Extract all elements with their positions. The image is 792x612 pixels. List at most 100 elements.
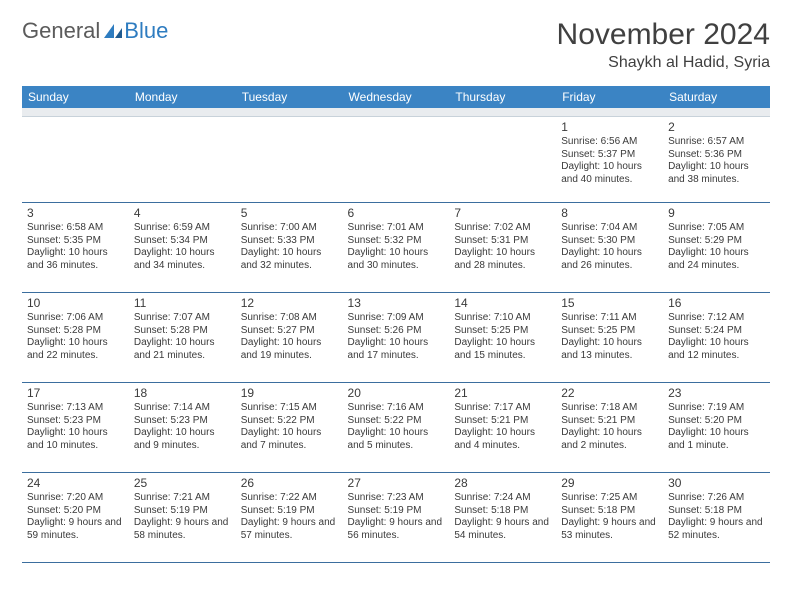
daylight-line: Daylight: 10 hours and 36 minutes. (27, 247, 124, 273)
sunrise-line: Sunrise: 7:20 AM (27, 492, 124, 505)
daylight-line: Daylight: 10 hours and 12 minutes. (668, 337, 765, 363)
calendar-week-row: 3Sunrise: 6:58 AMSunset: 5:35 PMDaylight… (22, 202, 770, 292)
day-header: Thursday (449, 86, 556, 108)
sunrise-line: Sunrise: 7:16 AM (348, 402, 445, 415)
daylight-line: Daylight: 10 hours and 40 minutes. (561, 161, 658, 187)
daylight-line: Daylight: 10 hours and 34 minutes. (134, 247, 231, 273)
calendar-day-cell: 9Sunrise: 7:05 AMSunset: 5:29 PMDaylight… (663, 202, 770, 292)
sunrise-line: Sunrise: 7:05 AM (668, 222, 765, 235)
daylight-line: Daylight: 10 hours and 15 minutes. (454, 337, 551, 363)
day-number: 16 (668, 296, 765, 311)
sunrise-line: Sunrise: 7:15 AM (241, 402, 338, 415)
sunset-line: Sunset: 5:22 PM (241, 415, 338, 428)
day-number: 8 (561, 206, 658, 221)
logo-sail-icon (104, 24, 122, 38)
sunset-line: Sunset: 5:19 PM (348, 505, 445, 518)
day-number: 26 (241, 476, 338, 491)
calendar-day-cell: 30Sunrise: 7:26 AMSunset: 5:18 PMDayligh… (663, 472, 770, 562)
sunset-line: Sunset: 5:20 PM (668, 415, 765, 428)
day-number: 10 (27, 296, 124, 311)
sunrise-line: Sunrise: 7:18 AM (561, 402, 658, 415)
calendar-day-cell: 4Sunrise: 6:59 AMSunset: 5:34 PMDaylight… (129, 202, 236, 292)
calendar-day-cell: 7Sunrise: 7:02 AMSunset: 5:31 PMDaylight… (449, 202, 556, 292)
calendar-day-cell: 18Sunrise: 7:14 AMSunset: 5:23 PMDayligh… (129, 382, 236, 472)
day-number: 29 (561, 476, 658, 491)
day-header: Tuesday (236, 86, 343, 108)
sunrise-line: Sunrise: 7:10 AM (454, 312, 551, 325)
day-header: Saturday (663, 86, 770, 108)
calendar-day-cell: 28Sunrise: 7:24 AMSunset: 5:18 PMDayligh… (449, 472, 556, 562)
daylight-line: Daylight: 9 hours and 59 minutes. (27, 517, 124, 543)
daylight-line: Daylight: 10 hours and 13 minutes. (561, 337, 658, 363)
day-number: 24 (27, 476, 124, 491)
day-number: 5 (241, 206, 338, 221)
calendar-day-cell: 29Sunrise: 7:25 AMSunset: 5:18 PMDayligh… (556, 472, 663, 562)
sunrise-line: Sunrise: 7:17 AM (454, 402, 551, 415)
calendar-week-row: 17Sunrise: 7:13 AMSunset: 5:23 PMDayligh… (22, 382, 770, 472)
sunset-line: Sunset: 5:19 PM (134, 505, 231, 518)
sunrise-line: Sunrise: 7:08 AM (241, 312, 338, 325)
sunset-line: Sunset: 5:19 PM (241, 505, 338, 518)
day-number: 13 (348, 296, 445, 311)
day-number: 19 (241, 386, 338, 401)
sunrise-line: Sunrise: 7:21 AM (134, 492, 231, 505)
day-number: 6 (348, 206, 445, 221)
sunrise-line: Sunrise: 7:02 AM (454, 222, 551, 235)
sunset-line: Sunset: 5:37 PM (561, 149, 658, 162)
calendar-day-cell: 20Sunrise: 7:16 AMSunset: 5:22 PMDayligh… (343, 382, 450, 472)
sunrise-line: Sunrise: 7:06 AM (27, 312, 124, 325)
sunrise-line: Sunrise: 7:22 AM (241, 492, 338, 505)
sunset-line: Sunset: 5:30 PM (561, 235, 658, 248)
day-number: 21 (454, 386, 551, 401)
day-number: 2 (668, 120, 765, 135)
day-number: 22 (561, 386, 658, 401)
day-number: 30 (668, 476, 765, 491)
sunset-line: Sunset: 5:22 PM (348, 415, 445, 428)
sunrise-line: Sunrise: 7:26 AM (668, 492, 765, 505)
calendar-day-cell: 15Sunrise: 7:11 AMSunset: 5:25 PMDayligh… (556, 292, 663, 382)
daylight-line: Daylight: 9 hours and 56 minutes. (348, 517, 445, 543)
calendar-week-row: 24Sunrise: 7:20 AMSunset: 5:20 PMDayligh… (22, 472, 770, 562)
daylight-line: Daylight: 9 hours and 58 minutes. (134, 517, 231, 543)
day-header: Monday (129, 86, 236, 108)
calendar-body: 1Sunrise: 6:56 AMSunset: 5:37 PMDaylight… (22, 108, 770, 562)
logo: General Blue (22, 18, 168, 44)
daylight-line: Daylight: 10 hours and 19 minutes. (241, 337, 338, 363)
sunrise-line: Sunrise: 7:13 AM (27, 402, 124, 415)
calendar-day-cell: 16Sunrise: 7:12 AMSunset: 5:24 PMDayligh… (663, 292, 770, 382)
day-number: 4 (134, 206, 231, 221)
sunrise-line: Sunrise: 6:56 AM (561, 136, 658, 149)
sunrise-line: Sunrise: 7:09 AM (348, 312, 445, 325)
calendar-week-row: 1Sunrise: 6:56 AMSunset: 5:37 PMDaylight… (22, 116, 770, 202)
daylight-line: Daylight: 9 hours and 54 minutes. (454, 517, 551, 543)
day-header: Sunday (22, 86, 129, 108)
daylight-line: Daylight: 10 hours and 32 minutes. (241, 247, 338, 273)
sunset-line: Sunset: 5:31 PM (454, 235, 551, 248)
day-header: Wednesday (343, 86, 450, 108)
day-number: 17 (27, 386, 124, 401)
sunset-line: Sunset: 5:18 PM (454, 505, 551, 518)
sunset-line: Sunset: 5:28 PM (134, 325, 231, 338)
sunset-line: Sunset: 5:27 PM (241, 325, 338, 338)
logo-text-general: General (22, 18, 100, 44)
calendar-day-cell: 13Sunrise: 7:09 AMSunset: 5:26 PMDayligh… (343, 292, 450, 382)
day-number: 3 (27, 206, 124, 221)
day-number: 27 (348, 476, 445, 491)
sunrise-line: Sunrise: 7:14 AM (134, 402, 231, 415)
calendar-day-cell: 1Sunrise: 6:56 AMSunset: 5:37 PMDaylight… (556, 116, 663, 202)
sunset-line: Sunset: 5:25 PM (561, 325, 658, 338)
calendar-day-cell: 14Sunrise: 7:10 AMSunset: 5:25 PMDayligh… (449, 292, 556, 382)
title-block: November 2024 Shaykh al Hadid, Syria (557, 18, 770, 72)
day-number: 25 (134, 476, 231, 491)
sunrise-line: Sunrise: 7:23 AM (348, 492, 445, 505)
daylight-line: Daylight: 10 hours and 21 minutes. (134, 337, 231, 363)
calendar-day-cell (129, 116, 236, 202)
sunrise-line: Sunrise: 7:00 AM (241, 222, 338, 235)
month-title: November 2024 (557, 18, 770, 52)
daylight-line: Daylight: 10 hours and 7 minutes. (241, 427, 338, 453)
sunrise-line: Sunrise: 7:25 AM (561, 492, 658, 505)
sunrise-line: Sunrise: 6:58 AM (27, 222, 124, 235)
day-number: 18 (134, 386, 231, 401)
day-number: 15 (561, 296, 658, 311)
calendar-day-cell (449, 116, 556, 202)
